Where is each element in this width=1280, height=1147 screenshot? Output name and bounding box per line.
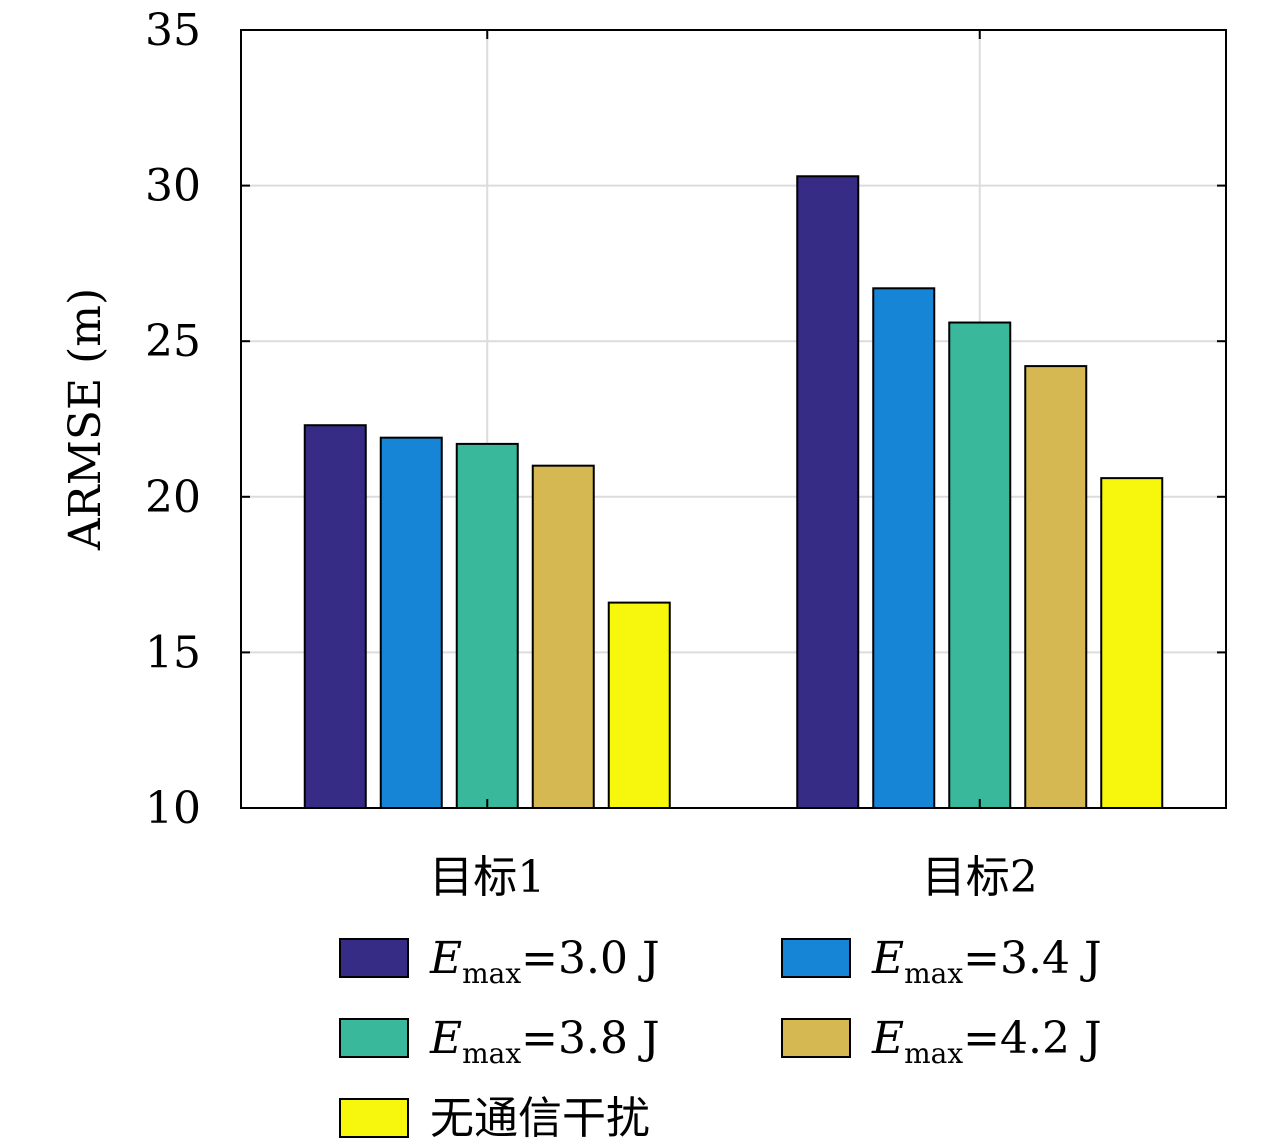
plot-area-frame [240, 29, 1227, 809]
legend-value: =3.8 J [521, 1013, 659, 1064]
bar-2-2 [872, 287, 936, 809]
y-tick-label: 20 [145, 472, 201, 523]
legend-swatch [339, 1018, 409, 1058]
bar-4-2 [1024, 365, 1088, 809]
legend-symbol: E [871, 1013, 904, 1064]
legend-swatch [781, 938, 851, 978]
bars [303, 175, 1164, 810]
y-tick-label: 10 [145, 783, 201, 834]
bar-1-2 [796, 175, 860, 810]
bar-5-2 [1100, 477, 1164, 809]
y-tick-label: 30 [145, 161, 201, 212]
legend-value: =3.0 J [521, 933, 659, 984]
legend-subscript: max [904, 1037, 963, 1070]
axis-ticks [241, 29, 1226, 809]
legend-value: =3.4 J [963, 933, 1101, 984]
x-category-labels: 目标1 目标2 [429, 852, 1038, 903]
bar-3-1 [455, 442, 519, 809]
legend-label: Emax=3.4 J [871, 933, 1102, 990]
legend-swatch [781, 1018, 851, 1058]
legend-label: Emax=3.0 J [429, 933, 660, 990]
legend-label: Emax=3.8 J [429, 1013, 660, 1070]
legend-subscript: max [904, 957, 963, 990]
bar-2-1 [379, 436, 443, 809]
y-tick-label: 15 [145, 627, 201, 678]
y-axis-title: ARMSE (m) [60, 288, 111, 551]
legend-subscript: max [462, 957, 521, 990]
legend-swatch [339, 938, 409, 978]
legend-symbol: E [871, 933, 904, 984]
x-category-label: 目标1 [429, 852, 545, 903]
bar-4-1 [531, 464, 595, 809]
legend-label: 无通信干扰 [430, 1093, 650, 1144]
legend-subscript: max [462, 1037, 521, 1070]
bar-1-1 [303, 424, 367, 809]
y-tick-label: 25 [145, 316, 201, 367]
bar-5-1 [607, 601, 671, 809]
bar-3-2 [948, 321, 1012, 809]
legend-label: Emax=4.2 J [871, 1013, 1102, 1070]
legend-symbol: E [429, 933, 462, 984]
x-category-label: 目标2 [922, 852, 1038, 903]
legend-value: 无通信干扰 [430, 1093, 650, 1144]
legend-symbol: E [429, 1013, 462, 1064]
y-tick-label: 35 [145, 5, 201, 56]
legend-value: =4.2 J [963, 1013, 1101, 1064]
legend-swatch [339, 1098, 409, 1138]
y-tick-labels: 10 15 20 25 30 35 [145, 5, 201, 834]
